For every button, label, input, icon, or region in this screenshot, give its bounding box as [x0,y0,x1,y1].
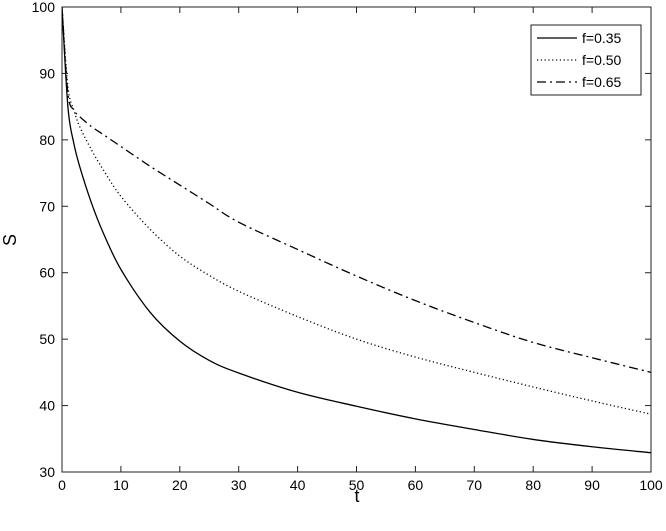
x-tick-label: 100 [639,477,663,493]
x-tick-label: 0 [58,477,66,493]
y-tick-label: 50 [39,331,55,347]
x-tick-label: 30 [231,477,247,493]
y-tick-label: 70 [39,198,55,214]
x-tick-label: 90 [584,477,600,493]
y-tick-label: 30 [39,464,55,480]
x-tick-label: 70 [467,477,483,493]
x-tick-label: 20 [172,477,188,493]
y-tick-label: 60 [39,265,55,281]
legend-label-1: f=0.35 [582,30,622,46]
y-tick-label: 80 [39,132,55,148]
x-tick-label: 50 [349,477,365,493]
y-tick-label: 40 [39,398,55,414]
tick-layer: 0 10 20 30 40 50 60 70 80 90 100 30 40 50 60 70 80 90 100 [32,0,663,493]
x-tick-label: 40 [290,477,306,493]
y-tick-label: 100 [32,0,56,15]
legend-label-3: f=0.65 [582,74,622,90]
y-axis-label: S [0,234,20,246]
x-tick-label: 10 [113,477,129,493]
series-line-3 [62,7,651,373]
legend: f=0.35 f=0.50 f=0.65 [530,24,642,96]
x-axis-label: t [354,486,359,506]
x-tick-label: 80 [525,477,541,493]
legend-label-2: f=0.50 [582,52,622,68]
series-line-2 [62,7,651,415]
y-tick-label: 90 [39,65,55,81]
series-line-1 [62,7,651,454]
series-group [62,7,651,454]
x-tick-label: 60 [408,477,424,493]
